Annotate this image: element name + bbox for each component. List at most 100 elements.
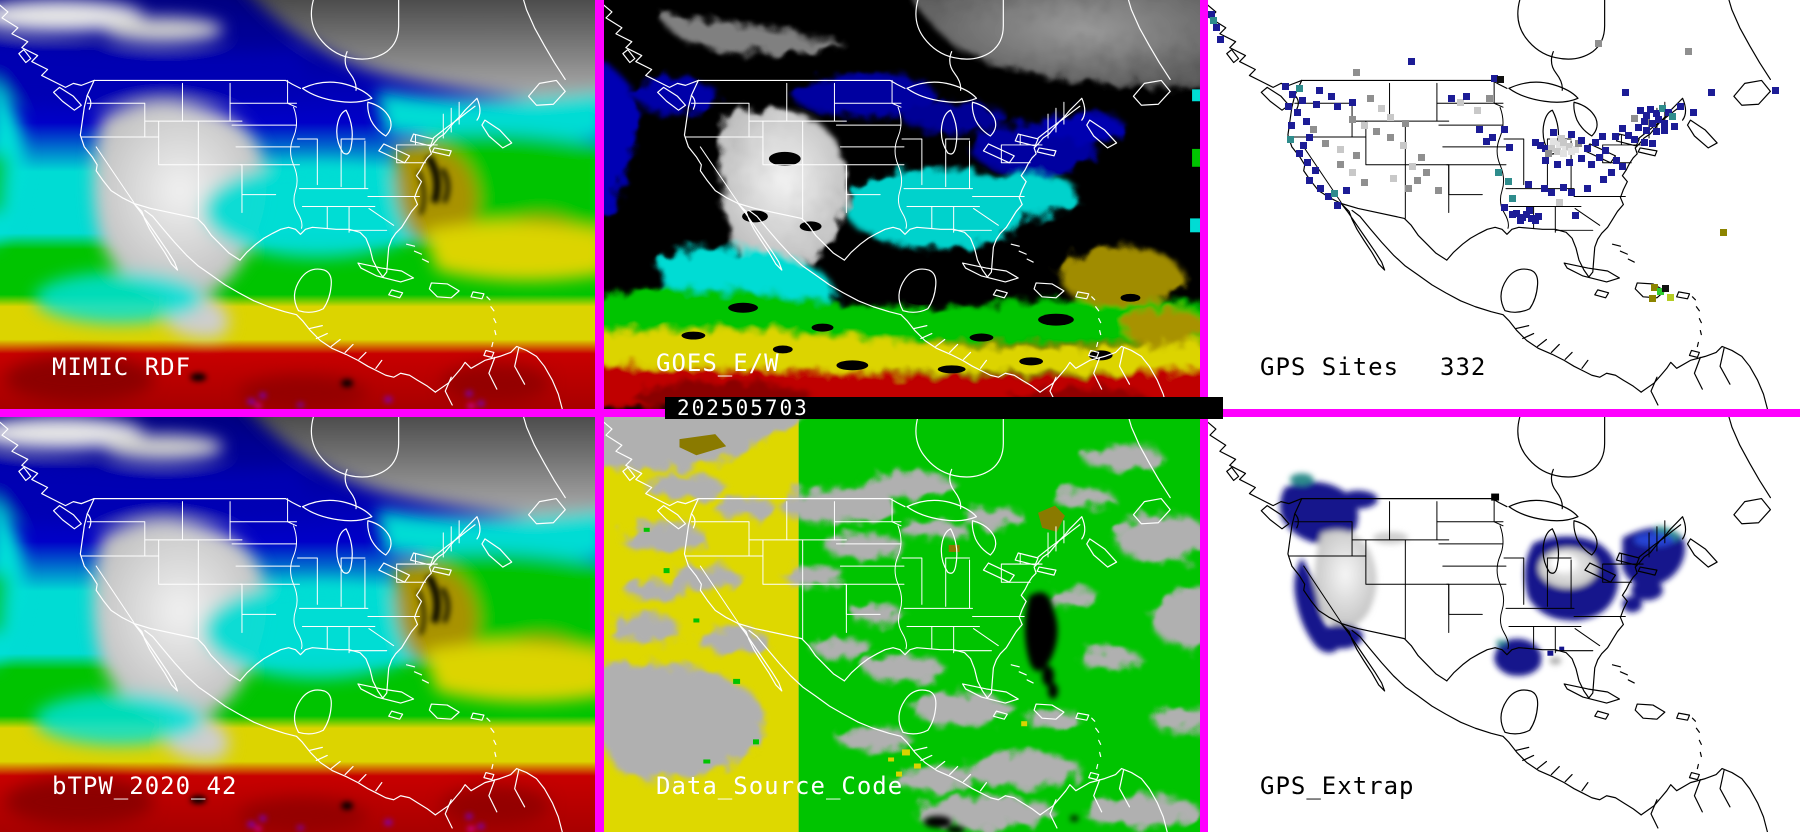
gps-site-dot <box>1653 127 1661 135</box>
gps-site-dot <box>1708 89 1716 97</box>
gps-site-dot <box>1556 141 1564 149</box>
gps-site-dot <box>1660 126 1668 134</box>
gps-site-dot <box>1409 162 1417 170</box>
gps-site-dot <box>1298 97 1306 105</box>
gps-site-dot <box>1720 228 1728 236</box>
gps-site-dot <box>1495 168 1503 176</box>
gps-site-dot <box>1641 138 1649 146</box>
gps-site-dot <box>1560 150 1568 158</box>
gps-site-dot <box>1566 159 1574 167</box>
gps-site-dot <box>1556 198 1564 206</box>
gps-site-dot <box>1501 204 1508 212</box>
gps-site-dot <box>1684 48 1692 56</box>
gps-site-dot <box>1666 293 1674 301</box>
gps-site-dot <box>1337 160 1345 168</box>
gps-site-dot <box>1536 142 1544 150</box>
gps-site-dot <box>1286 136 1294 144</box>
gps-site-dot <box>1447 95 1455 103</box>
gps-site-dot <box>1656 288 1664 296</box>
gps-sites-count: 332 <box>1440 353 1487 381</box>
gps-site-dot <box>1625 131 1633 139</box>
gps-site-dot <box>1305 134 1313 141</box>
gps-site-dot <box>1607 168 1615 176</box>
gps-site-dot <box>1516 217 1524 225</box>
gps-site-dot <box>1653 110 1661 118</box>
gps-site-dot <box>1212 23 1220 31</box>
panel-label-gps-extrap: GPS_Extrap <box>1260 772 1415 800</box>
gps-site-dot <box>1583 145 1591 153</box>
gps-site-dot <box>1360 179 1368 186</box>
gps-site-dot <box>1662 284 1670 292</box>
panel-label-gps-sites: GPS Sites <box>1260 353 1400 381</box>
gps-site-dot <box>1476 125 1484 133</box>
gps-site-dot <box>1289 91 1297 99</box>
gps-site-dot <box>1690 109 1698 117</box>
gps-site-dot <box>1647 106 1655 114</box>
gps-site-dot <box>1558 135 1566 143</box>
gps-site-dot <box>1771 86 1779 94</box>
gps-site-dot <box>1387 134 1395 141</box>
gps-site-dot <box>1598 132 1606 140</box>
gps-site-dot <box>1649 140 1656 148</box>
gps-site-dot <box>1366 95 1374 103</box>
panel-btpw: bTPW_2020_42 <box>0 417 595 832</box>
gps-site-dot <box>1526 206 1534 214</box>
gps-site-dot <box>1313 101 1321 109</box>
gps-site-dot <box>1591 138 1599 146</box>
panel-label-goes-ew: GOES_E/W <box>656 349 780 377</box>
gps-site-dot <box>1611 133 1619 141</box>
gps-site-dot <box>1353 68 1360 76</box>
gps-site-dot <box>1348 115 1356 123</box>
data-source-field <box>604 417 1200 832</box>
gps-site-dot <box>1599 175 1607 183</box>
gps-site-dot <box>1316 86 1324 94</box>
gps-site-dot <box>1548 189 1556 197</box>
btpw-color-field <box>0 417 595 832</box>
gps-site-dot <box>1583 185 1591 193</box>
gps-site-dot <box>1311 166 1319 174</box>
gps-site-dot <box>1512 209 1520 217</box>
panel-gps-extrap: GPS_Extrap <box>1208 417 1800 832</box>
panel-data-source-code: Data_Source_Code <box>604 417 1200 832</box>
gps-site-dot <box>1566 143 1574 151</box>
gps-site-dot <box>1548 145 1556 153</box>
gps-site-dot <box>1293 109 1301 117</box>
gps-site-dot <box>1572 211 1580 219</box>
panel-label-btpw: bTPW_2020_42 <box>52 772 238 800</box>
gps-site-dot <box>1489 134 1497 141</box>
gps-site-dot <box>1635 123 1643 131</box>
gps-site-dot <box>1334 201 1342 209</box>
gps-site-dot <box>1542 145 1550 153</box>
gps-site-dot <box>1567 130 1575 138</box>
goes-ew-color-field <box>604 0 1200 409</box>
gps-site-dot <box>1216 35 1224 43</box>
gps-site-dot <box>1334 103 1342 111</box>
gps-site-dot <box>1348 99 1356 107</box>
gps-site-dot <box>1302 117 1310 125</box>
mimic-rdf-color-field <box>0 0 595 409</box>
gps-site-dot <box>1532 217 1540 225</box>
gps-site-dot <box>1508 210 1516 218</box>
gps-site-dot <box>1400 142 1408 150</box>
gps-site-dot <box>1360 121 1368 129</box>
gps-site-dot <box>1643 111 1651 119</box>
gps-site-dot <box>1208 11 1215 19</box>
gps-site-dot <box>1567 148 1575 156</box>
gps-site-dot <box>1535 212 1543 220</box>
gps-site-dot <box>1613 156 1621 164</box>
gps-site-dot <box>1561 144 1569 152</box>
gps-site-dot <box>1387 113 1395 121</box>
gps-site-dot <box>1456 99 1464 107</box>
gps-site-dot <box>1299 142 1307 150</box>
gps-site-dot <box>1434 187 1442 195</box>
gps-site-dot <box>1486 95 1494 103</box>
gps-site-dot <box>1490 74 1498 82</box>
gps-site-dot <box>1631 136 1639 144</box>
gps-site-dot <box>1304 158 1312 166</box>
timestamp-bar: 202505703 <box>665 396 1223 420</box>
gps-site-dot <box>1474 107 1482 115</box>
gps-extrap-map <box>1208 417 1772 832</box>
gps-site-dot <box>1649 294 1656 302</box>
gps-site-dot <box>1462 93 1470 101</box>
